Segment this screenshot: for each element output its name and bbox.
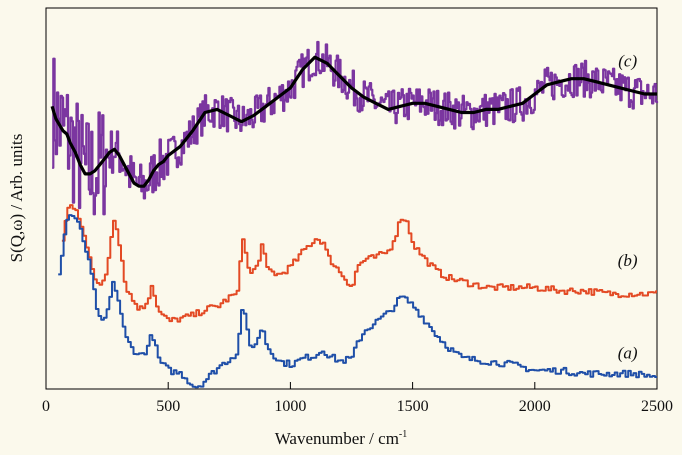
curve-label: (b)	[618, 251, 638, 270]
x-tick-label: 2500	[641, 398, 673, 415]
x-tick-label: 2000	[519, 398, 551, 415]
series-line-c	[52, 40, 659, 216]
series-line-b	[61, 204, 657, 323]
series-line-smoothed-c	[50, 55, 657, 188]
x-axis: 0 500 1000 1500 2000 2500	[42, 382, 673, 415]
x-axis-title: Wavenumber / cm-1	[275, 429, 408, 448]
x-tick-label: 1000	[274, 398, 306, 415]
annotation-layer: (c) (b) (a)	[618, 51, 638, 362]
x-tick-label: 500	[156, 398, 180, 415]
x-tick-label: 0	[42, 398, 50, 415]
curve-label: (a)	[618, 343, 638, 362]
y-axis-title: S(Q,ω) / Arb. units	[7, 134, 26, 263]
series-layer	[50, 40, 659, 389]
curve-label: (c)	[618, 51, 637, 70]
series-line-a	[58, 214, 657, 389]
x-axis-title-superscript: -1	[399, 429, 407, 440]
plot-area	[45, 7, 658, 390]
x-tick-label: 1500	[397, 398, 429, 415]
